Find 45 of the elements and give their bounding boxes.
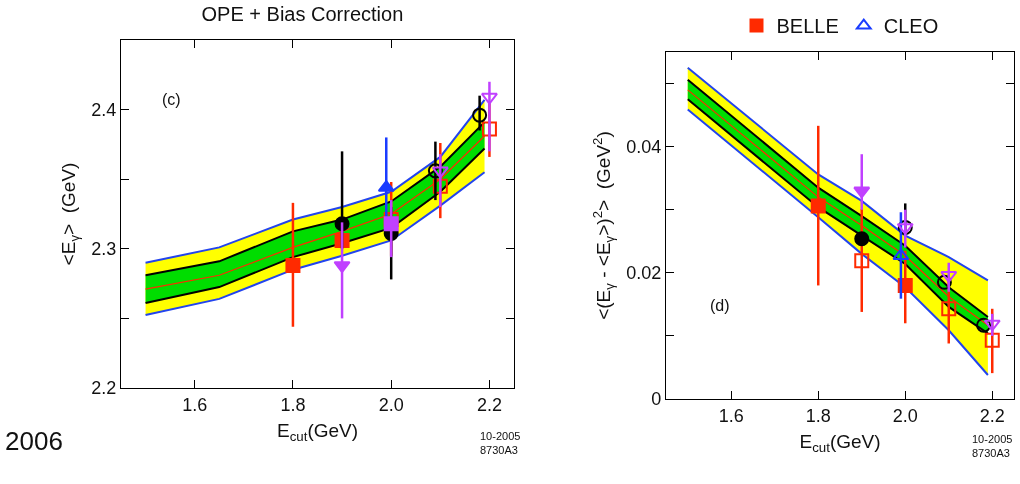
y-tick-label: 0 bbox=[651, 389, 662, 410]
point bbox=[431, 166, 449, 179]
y-tick-label: 0.04 bbox=[626, 136, 662, 157]
y-tick-label: 2.2 bbox=[91, 378, 117, 399]
point bbox=[941, 301, 957, 317]
x-axis-title: E$_{cut}$(GeV) bbox=[799, 431, 881, 456]
line-series bbox=[686, 66, 989, 282]
point bbox=[854, 253, 870, 269]
legend-label: CLEO bbox=[883, 15, 939, 38]
point bbox=[285, 258, 301, 273]
point bbox=[854, 231, 870, 247]
y-tick-label: 2.4 bbox=[91, 99, 117, 120]
point bbox=[427, 163, 443, 179]
point bbox=[984, 332, 1000, 348]
point bbox=[892, 248, 910, 261]
point bbox=[983, 319, 1001, 332]
annotation: (d) bbox=[710, 297, 730, 314]
y-tick-label: 0.02 bbox=[626, 263, 662, 284]
x-tick-label: 2.0 bbox=[378, 394, 404, 415]
y-tick-label: 2.3 bbox=[91, 239, 117, 260]
point bbox=[480, 92, 498, 105]
x-tick-label: 2.0 bbox=[892, 405, 918, 426]
legend-label: BELLE bbox=[776, 15, 839, 38]
line-series bbox=[144, 171, 486, 316]
text: 10-2005 8730A3 bbox=[972, 433, 1013, 460]
x-tick-label: 1.8 bbox=[280, 394, 306, 415]
x-tick-label: 2.2 bbox=[979, 405, 1005, 426]
point bbox=[383, 216, 399, 232]
point bbox=[853, 186, 871, 199]
point bbox=[976, 317, 992, 333]
x-tick-label: 1.6 bbox=[718, 405, 744, 426]
point bbox=[897, 219, 913, 235]
annotation: (c) bbox=[162, 91, 181, 108]
chart-title: OPE + Bias Correction bbox=[201, 3, 404, 26]
point bbox=[432, 178, 448, 194]
text: 10-2005 8730A3 bbox=[480, 430, 521, 457]
point bbox=[481, 121, 497, 137]
point bbox=[472, 107, 488, 123]
x-tick-label: 2.2 bbox=[476, 394, 502, 415]
point bbox=[936, 274, 952, 290]
point bbox=[810, 198, 826, 214]
x-tick-label: 1.8 bbox=[805, 405, 831, 426]
x-axis-title: E$_{cut}$(GeV) bbox=[276, 420, 359, 445]
text: 2006 bbox=[5, 426, 63, 456]
x-tick-label: 1.6 bbox=[182, 394, 208, 415]
